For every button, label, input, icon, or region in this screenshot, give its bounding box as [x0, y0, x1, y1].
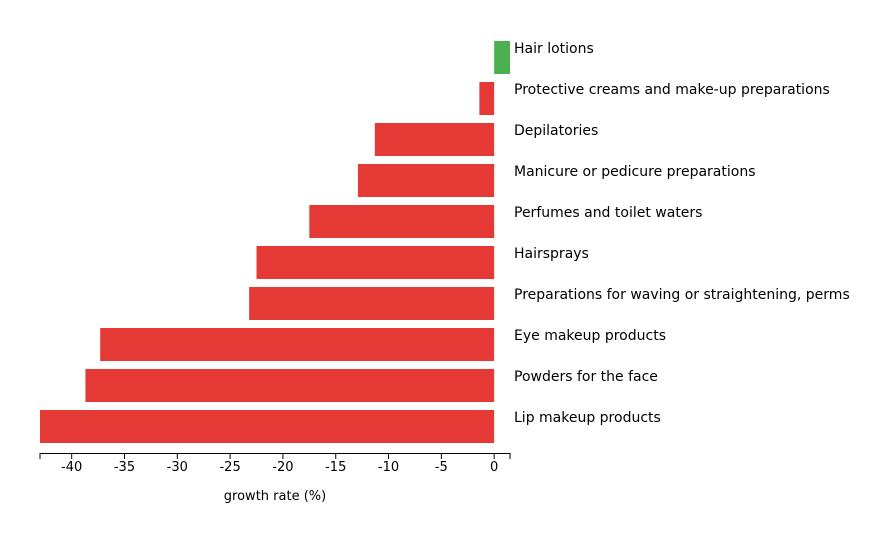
bar	[100, 328, 495, 361]
x-tick-label: -35	[114, 460, 135, 475]
category-label: Powders for the face	[514, 369, 658, 385]
x-tick-label: -20	[272, 460, 293, 475]
bar	[249, 287, 495, 320]
x-tick-label: -5	[435, 460, 448, 475]
x-axis-title: growth rate (%)	[224, 489, 326, 504]
category-label: Hairsprays	[514, 246, 589, 262]
x-tick-label: 0	[490, 460, 498, 475]
bar	[256, 246, 495, 279]
bars-group	[40, 41, 510, 443]
x-tick-label: -25	[219, 460, 240, 475]
bar	[374, 123, 495, 156]
x-tick-label: -10	[378, 460, 399, 475]
category-labels-group: Hair lotions Protective creams and make-u…	[514, 41, 850, 426]
category-label: Eye makeup products	[514, 328, 666, 344]
category-label: Preparations for waving or straightening…	[514, 287, 850, 303]
category-label: Protective creams and make-up preparatio…	[514, 82, 830, 98]
category-label: Manicure or pedicure preparations	[514, 164, 756, 180]
x-tick-label: -15	[325, 460, 346, 475]
bar	[309, 205, 495, 238]
category-label: Perfumes and toilet waters	[514, 205, 702, 221]
bar	[479, 82, 495, 115]
x-tick-label: -30	[167, 460, 188, 475]
bar	[85, 369, 495, 402]
bar	[494, 41, 510, 74]
bar	[357, 164, 495, 197]
category-label: Hair lotions	[514, 41, 594, 57]
category-label: Lip makeup products	[514, 410, 661, 426]
x-tick-label: -40	[61, 460, 82, 475]
category-label: Depilatories	[514, 123, 598, 139]
x-axis: -40 -35 -30 -25 -20 -15 -10 -5 0	[39, 453, 511, 475]
bar	[40, 410, 495, 443]
